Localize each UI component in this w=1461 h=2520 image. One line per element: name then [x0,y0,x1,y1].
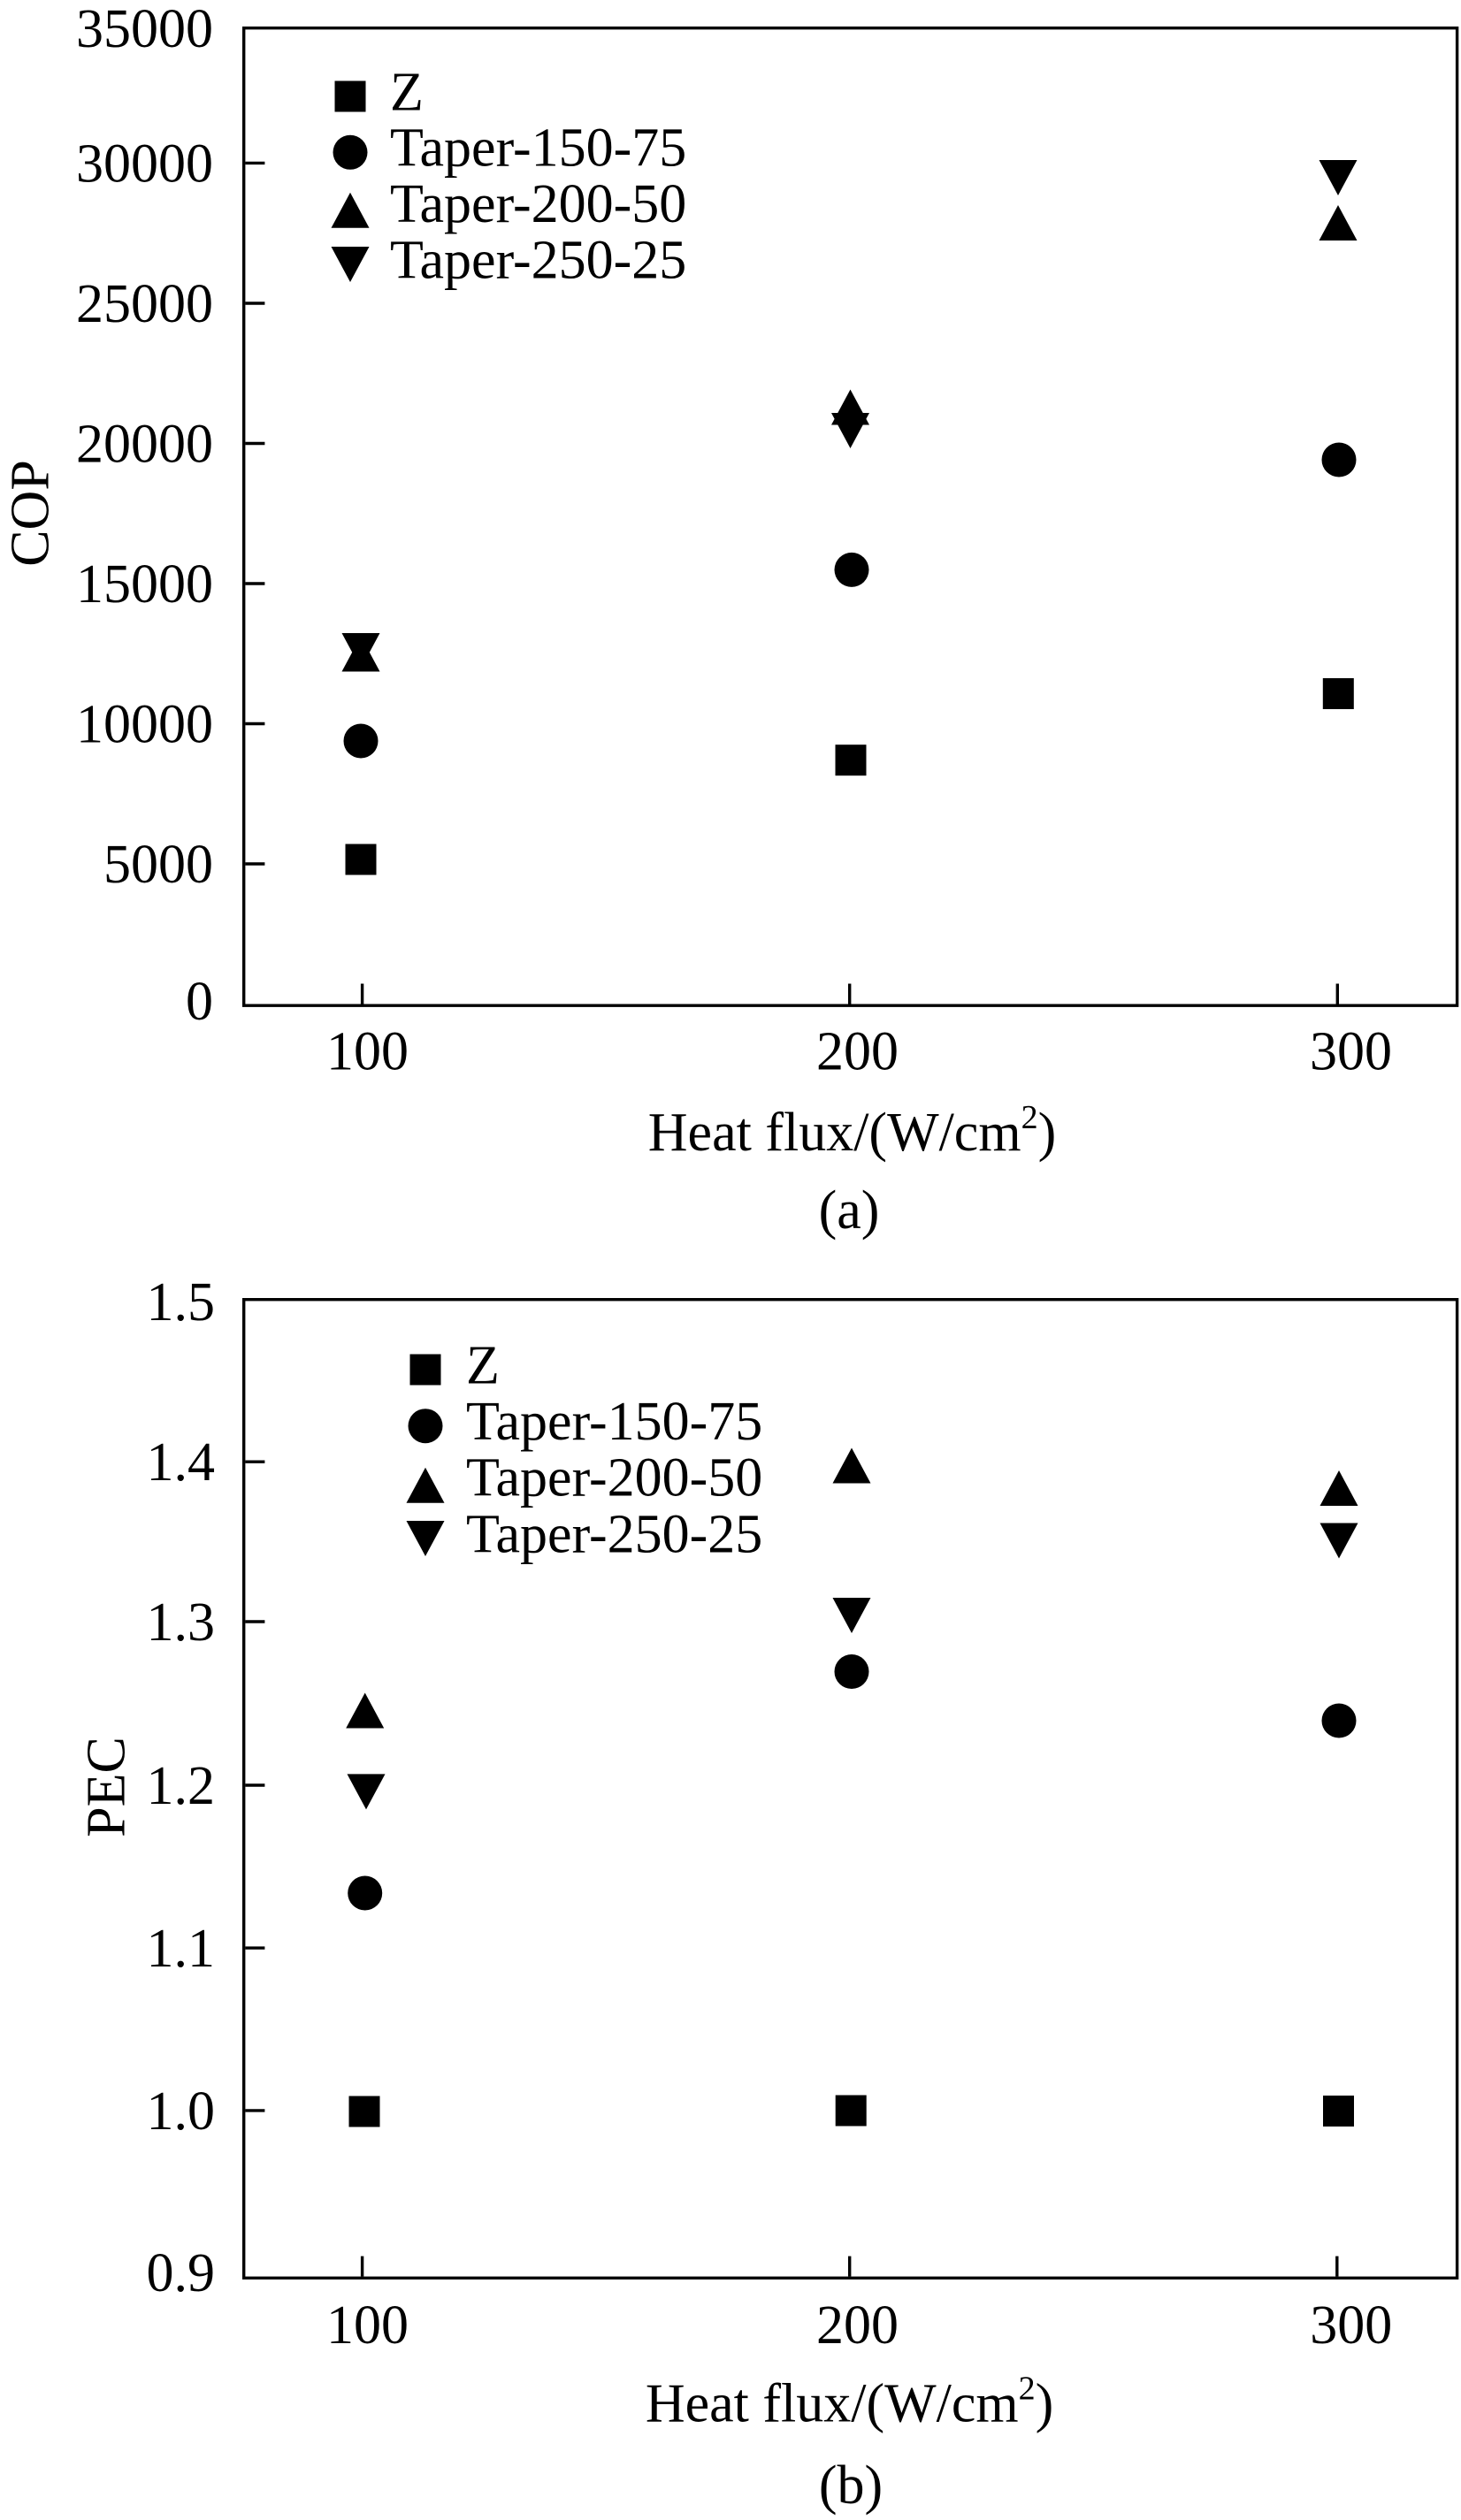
svg-text:1.1: 1.1 [147,1919,216,1979]
svg-text:10000: 10000 [76,695,213,755]
svg-text:PEC: PEC [77,1737,137,1837]
svg-text:Taper-200-50: Taper-200-50 [466,1448,762,1508]
svg-text:25000: 25000 [76,274,213,334]
svg-text:Taper-150-75: Taper-150-75 [466,1392,762,1452]
svg-text:Z: Z [466,1335,500,1395]
svg-text:100: 100 [326,2295,409,2356]
svg-text:1.3: 1.3 [147,1592,216,1653]
svg-text:0.9: 0.9 [147,2243,216,2303]
svg-text:35000: 35000 [76,0,213,59]
svg-text:20000: 20000 [76,415,213,475]
svg-text:Heat flux/(W/cm2): Heat flux/(W/cm2) [648,1099,1056,1163]
svg-text:Taper-200-50: Taper-200-50 [390,174,686,234]
svg-text:300: 300 [1310,1022,1392,1082]
svg-text:Z: Z [390,62,424,122]
svg-text:COP: COP [1,460,61,567]
svg-text:30000: 30000 [76,134,213,194]
svg-text:Taper-150-75: Taper-150-75 [390,118,686,179]
svg-text:(b): (b) [819,2455,883,2516]
svg-text:1.0: 1.0 [147,2081,216,2142]
svg-text:Heat flux/(W/cm2): Heat flux/(W/cm2) [646,2371,1053,2434]
svg-text:(a): (a) [819,1180,880,1241]
svg-text:5000: 5000 [103,835,213,895]
svg-text:200: 200 [816,2295,899,2356]
svg-text:200: 200 [816,1022,899,1082]
svg-text:1.2: 1.2 [147,1756,216,1816]
svg-text:1.4: 1.4 [147,1432,216,1493]
svg-text:300: 300 [1310,2295,1392,2356]
svg-text:0: 0 [186,972,213,1032]
svg-text:Taper-250-25: Taper-250-25 [466,1504,762,1564]
svg-text:100: 100 [326,1022,409,1082]
svg-text:1.5: 1.5 [147,1272,216,1333]
svg-text:15000: 15000 [76,554,213,615]
svg-text:Taper-250-25: Taper-250-25 [390,230,686,290]
